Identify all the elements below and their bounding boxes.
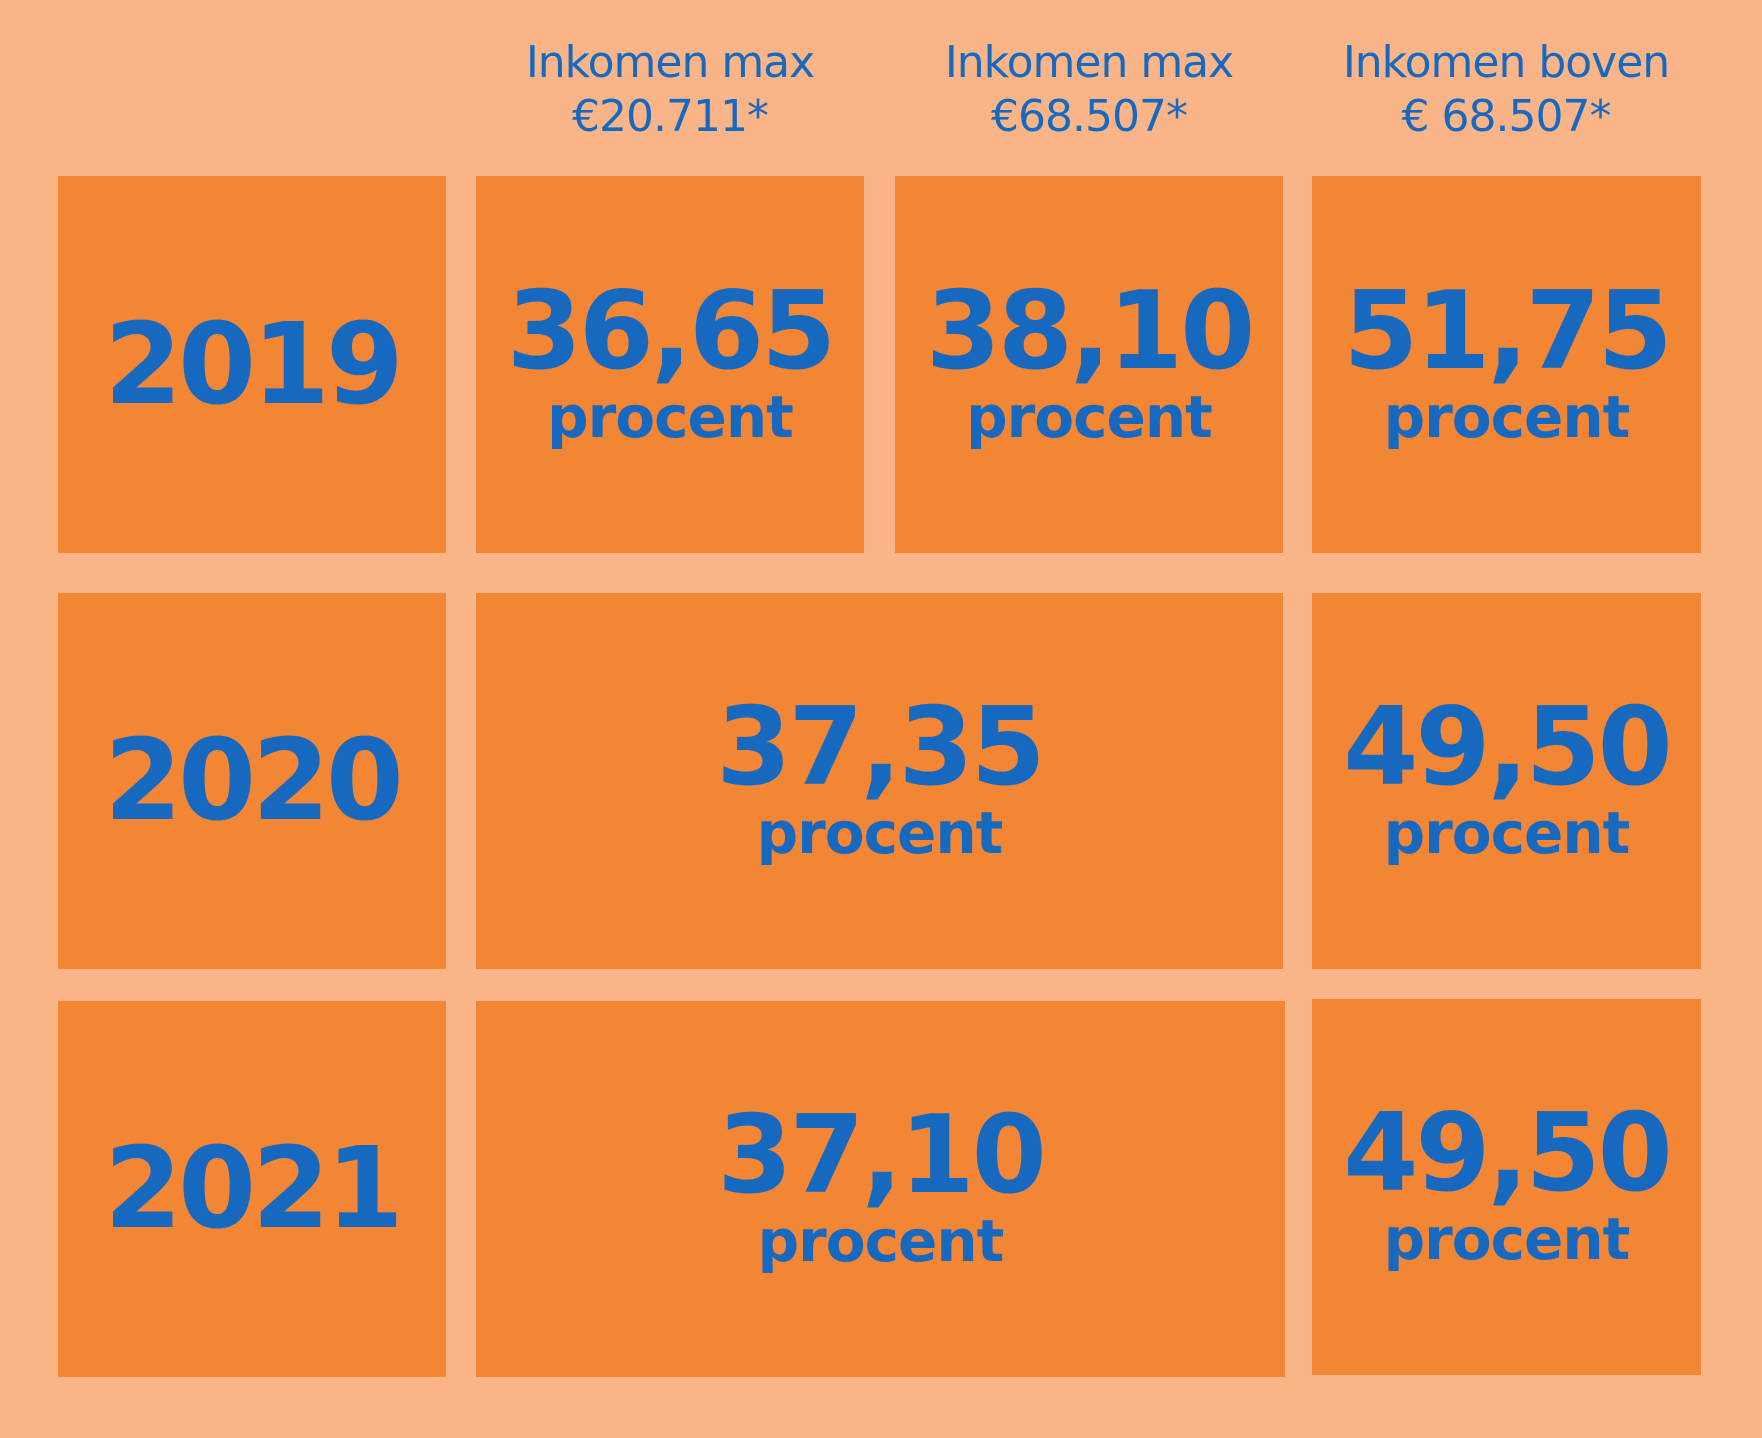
header-line2: €68.507* bbox=[991, 91, 1188, 142]
rate-value: 38,10 bbox=[925, 268, 1256, 394]
rate-value: 36,65 bbox=[506, 268, 837, 394]
rate-unit: procent bbox=[756, 799, 1004, 867]
rate-value: 37,35 bbox=[716, 685, 1046, 810]
rate-value: 49,50 bbox=[1343, 685, 1673, 810]
rate-cell: 49,50 procent bbox=[1312, 999, 1701, 1375]
rate-cell-merged: 37,10 procent bbox=[476, 1001, 1285, 1377]
year-cell-2021: 2021 bbox=[58, 1001, 446, 1377]
rate-unit: procent bbox=[547, 382, 794, 451]
header-line1: Inkomen max bbox=[525, 37, 815, 88]
rate-cell: 51,75 procent bbox=[1312, 176, 1701, 553]
year-cell-2019: 2019 bbox=[58, 176, 446, 553]
rate-unit: procent bbox=[757, 1207, 1005, 1275]
rate-value: 49,50 bbox=[1343, 1091, 1673, 1216]
header-income-max-20711: Inkomen max €20.711* bbox=[460, 36, 880, 144]
header-income-above-68507: Inkomen boven € 68.507* bbox=[1296, 36, 1716, 144]
rate-cell: 49,50 procent bbox=[1312, 593, 1701, 969]
header-line1: Inkomen max bbox=[944, 37, 1234, 88]
year-label: 2020 bbox=[104, 716, 404, 846]
header-line2: €20.711* bbox=[572, 91, 769, 142]
header-line1: Inkomen boven bbox=[1342, 37, 1670, 88]
year-label: 2019 bbox=[104, 299, 404, 430]
header-line2: € 68.507* bbox=[1401, 91, 1612, 142]
rate-unit: procent bbox=[966, 382, 1213, 451]
rate-value: 37,10 bbox=[717, 1093, 1047, 1218]
rate-cell-merged: 37,35 procent bbox=[476, 593, 1283, 969]
year-cell-2020: 2020 bbox=[58, 593, 446, 969]
rate-unit: procent bbox=[1383, 1205, 1631, 1273]
rate-cell: 38,10 procent bbox=[895, 176, 1283, 553]
rate-unit: procent bbox=[1383, 799, 1631, 867]
year-label: 2021 bbox=[104, 1124, 404, 1254]
rate-value: 51,75 bbox=[1343, 268, 1673, 394]
rate-unit: procent bbox=[1383, 382, 1631, 451]
header-income-max-68507: Inkomen max €68.507* bbox=[879, 36, 1299, 144]
rate-cell: 36,65 procent bbox=[476, 176, 864, 553]
